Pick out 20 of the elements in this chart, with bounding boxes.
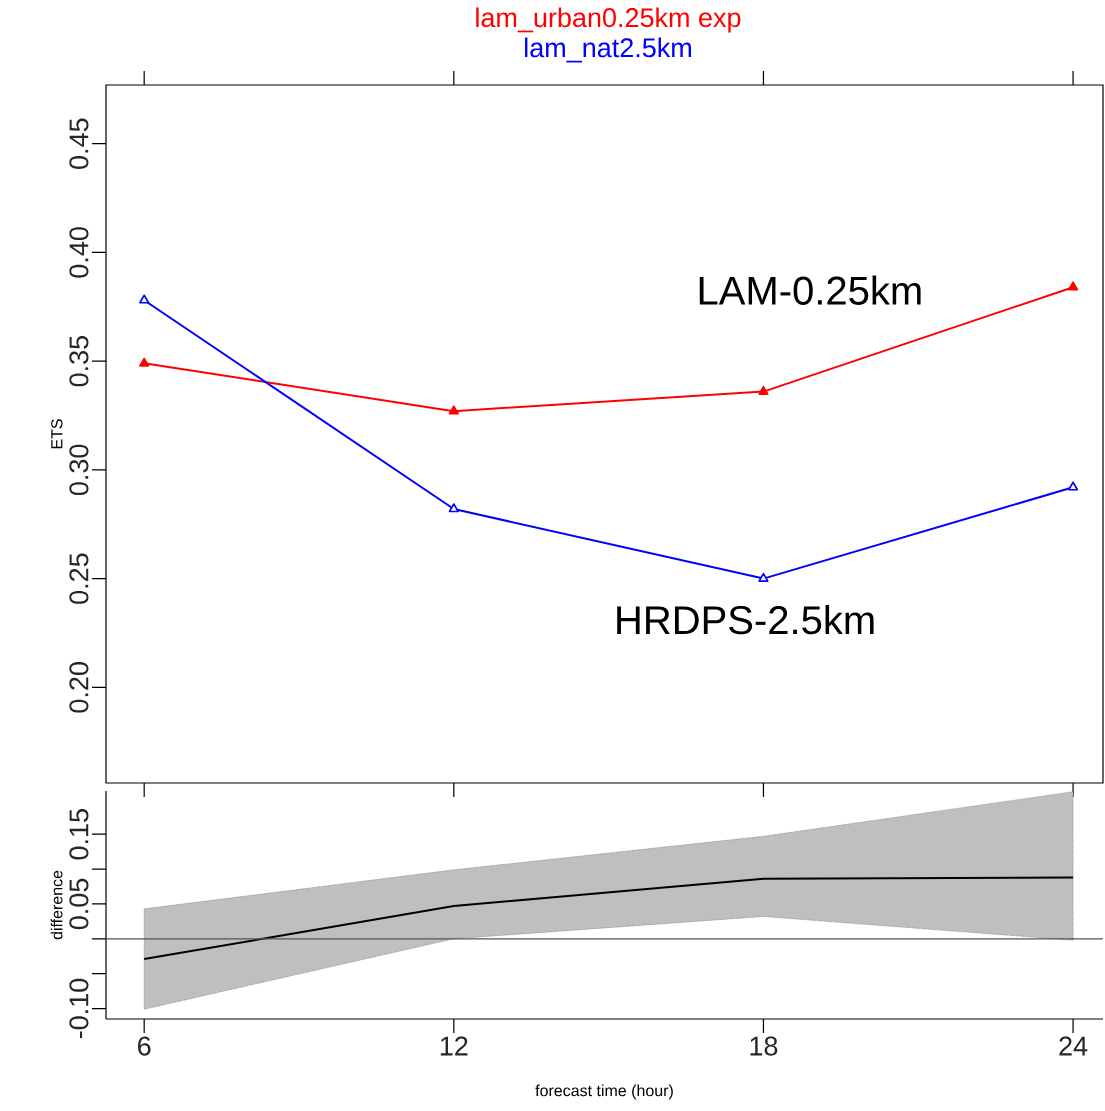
y-tick-label: 0.15 [69,809,89,860]
x-tick-label: 18 [750,1036,778,1056]
annotation: LAM-0.25km [699,275,921,305]
y-tick-label: 0.20 [69,662,89,713]
y-tick-label: 0.05 [69,878,89,930]
y-axis-title: ETS [51,419,63,449]
y-tick-label: 0.25 [69,553,89,604]
x-tick-label: 24 [1059,1036,1088,1056]
y-tick-label: 0.35 [69,336,89,387]
x-tick-label: 6 [138,1036,151,1056]
x-tick-label: 12 [440,1036,468,1056]
annotation: HRDPS-2.5km [617,604,874,635]
y-axis-title: difference [50,870,63,940]
y-tick-label: 0.40 [69,227,89,278]
text: lam_nat2.5km [525,37,691,63]
text: lam_urban0.25km exp [476,7,741,33]
x-axis-title: forecast time (hour) [535,1084,673,1100]
y-tick-label: 0.45 [69,118,89,169]
y-tick-label: -0.10 [69,978,89,1039]
y-tick-label: 0.30 [69,444,89,496]
